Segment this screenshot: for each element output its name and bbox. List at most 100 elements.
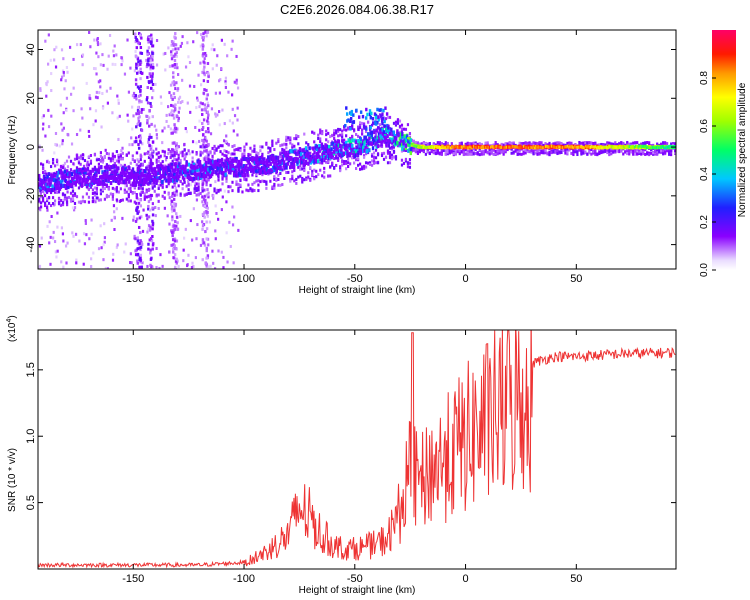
heatmap-ridge [557,145,560,149]
heatmap-ridge [123,173,126,178]
heatmap-ridge [81,169,85,174]
heatmap-noise [129,66,132,70]
heatmap-stripe [204,130,208,134]
heatmap-halo [289,141,292,145]
heatmap-halo [323,166,326,170]
heatmap-halo [544,142,547,146]
heatmap-ridge [330,141,333,146]
heatmap-ridge [256,155,259,160]
heatmap-halo [612,150,615,154]
heatmap-ridge [220,161,224,166]
heatmap-noise [218,91,222,95]
heatmap-stripe [149,67,152,71]
heatmap-halo [438,142,441,146]
heatmap-halo [203,178,206,182]
heatmap-halo [47,160,51,164]
heatmap-noise [50,89,53,93]
heatmap-halo [57,197,61,201]
heatmap-halo [283,142,286,146]
heatmap-ridge [46,182,49,187]
heatmap-halo [514,149,517,153]
heatmap-noise [95,51,98,55]
heatmap-ridge [271,165,275,170]
heatmap-ridge [377,134,381,139]
heatmap-halo [337,129,340,133]
heatmap-halo [273,182,276,186]
heatmap-noise [62,265,65,269]
heatmap-ridge [325,154,328,159]
heatmap-noise [81,53,85,57]
heatmap-ridge [307,152,310,157]
heatmap-stripe [172,250,175,254]
heatmap-halo [478,142,481,146]
heatmap-halo [388,153,392,157]
heatmap-noise [151,96,154,100]
heatmap-ridge [265,167,269,172]
heatmap-ridge [220,170,224,175]
heatmap-halo [223,149,226,153]
heatmap-stripe [201,258,204,262]
heatmap-noise [90,265,93,269]
heatmap-halo [81,199,85,203]
heatmap-ridge [580,145,583,149]
heatmap-noise [133,140,136,144]
heatmap-halo [111,157,114,161]
heatmap-ridge [91,175,95,180]
heatmap-halo [97,171,101,175]
heatmap-halo [630,150,633,154]
heatmap-halo [446,149,449,153]
heatmap-halo [446,141,449,145]
heatmap-stripe [137,32,141,36]
heatmap-ridge [159,174,163,179]
heatmap-ridge [371,137,375,142]
heatmap-halo [207,153,210,157]
heatmap-ridge [271,154,275,159]
heatmap-noise [66,165,70,169]
heatmap-ridge [420,146,423,150]
heatmap-halo [247,183,250,187]
heatmap-halo [263,179,266,183]
heatmap-halo [353,161,356,165]
heatmap-noise [191,140,195,144]
heatmap-halo [532,148,535,152]
heatmap-ridge [165,170,169,175]
heatmap-halo [219,150,222,154]
heatmap-noise [100,156,104,160]
heatmap-ridge [382,135,386,140]
heatmap-stripe [207,72,210,76]
heatmap-ridge [503,146,506,150]
heatmap-ridge [106,170,109,175]
heatmap-noise [155,39,159,43]
heatmap-halo [139,158,142,162]
heatmap-noise [55,143,58,147]
heatmap-halo [345,160,348,164]
heatmap-ridge [351,150,354,155]
heatmap-halo [642,141,645,145]
heatmap-stripe [137,111,140,115]
heatmap-stripe [205,105,209,109]
heatmap-noise [177,116,180,120]
heatmap-halo [566,152,569,156]
heatmap-noise [60,48,64,52]
heatmap-ridge [79,167,82,172]
heatmap-halo [436,148,439,152]
heatmap-ridge [47,178,51,183]
heatmap-ridge [231,158,235,163]
heatmap-noise [207,265,210,269]
heatmap-ridge [405,137,409,142]
heatmap-noise [223,139,226,143]
heatmap-ridge [167,173,170,178]
heatmap-halo [482,151,485,155]
heatmap-ridge [337,150,341,155]
heatmap-noise [113,44,116,48]
heatmap-noise [54,250,57,254]
heatmap-halo [163,190,166,194]
heatmap-ridge [115,177,119,182]
heatmap-halo [331,163,334,167]
heatmap-halo [632,152,635,156]
heatmap-halo [137,164,140,168]
heatmap-halo [253,181,256,185]
heatmap-ridge [295,151,298,156]
heatmap-halo [129,161,132,165]
heatmap-halo [155,158,158,162]
